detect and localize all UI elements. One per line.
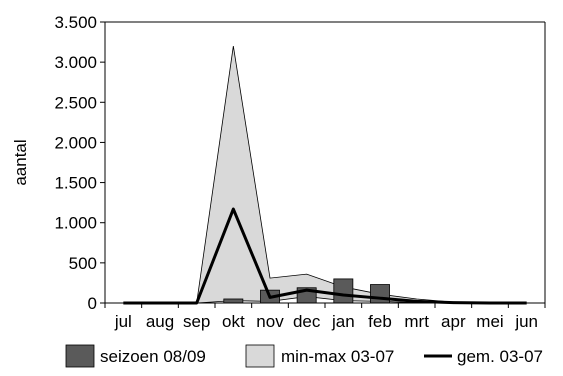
- x-tick-label: jun: [514, 312, 538, 331]
- x-tick-label: jan: [331, 312, 355, 331]
- x-tick-label: nov: [256, 312, 284, 331]
- legend-label-bars: seizoen 08/09: [100, 347, 206, 366]
- x-tick-label: okt: [222, 312, 245, 331]
- x-tick-label: feb: [368, 312, 392, 331]
- y-tick-label: 2.000: [54, 133, 97, 152]
- plot-area: 0 500 1.000 1.500 2.000 2.500 3.000 3.500 jul aug…: [11, 13, 546, 331]
- y-axis-label: aantal: [11, 139, 30, 185]
- x-tick-label: dec: [293, 312, 321, 331]
- y-tick-label: 2.500: [54, 93, 97, 112]
- legend-label-line: gem. 03-07: [457, 347, 543, 366]
- y-tick-label: 3.000: [54, 53, 97, 72]
- y-tick-label: 500: [69, 254, 97, 273]
- y-tick-label: 3.500: [54, 13, 97, 32]
- x-tick-label: jul: [114, 312, 132, 331]
- legend-swatch-band: [245, 344, 275, 368]
- x-tick-label: apr: [441, 312, 466, 331]
- x-tick-label: mei: [476, 312, 503, 331]
- range-band: [123, 46, 527, 304]
- legend-label-band: min-max 03-07: [281, 347, 394, 366]
- y-tick-label: 0: [88, 294, 97, 313]
- x-tick-label: aug: [146, 312, 174, 331]
- bar-jan: [333, 278, 354, 304]
- legend: seizoen 08/09 min-max 03-07 gem. 03-07: [65, 344, 543, 368]
- y-tick-label: 1.500: [54, 174, 97, 193]
- x-tick-label: mrt: [404, 312, 429, 331]
- y-tick-label: 1.000: [54, 214, 97, 233]
- bar-okt: [223, 298, 244, 304]
- legend-swatch-bars: [65, 344, 95, 368]
- x-tick-label: sep: [183, 312, 210, 331]
